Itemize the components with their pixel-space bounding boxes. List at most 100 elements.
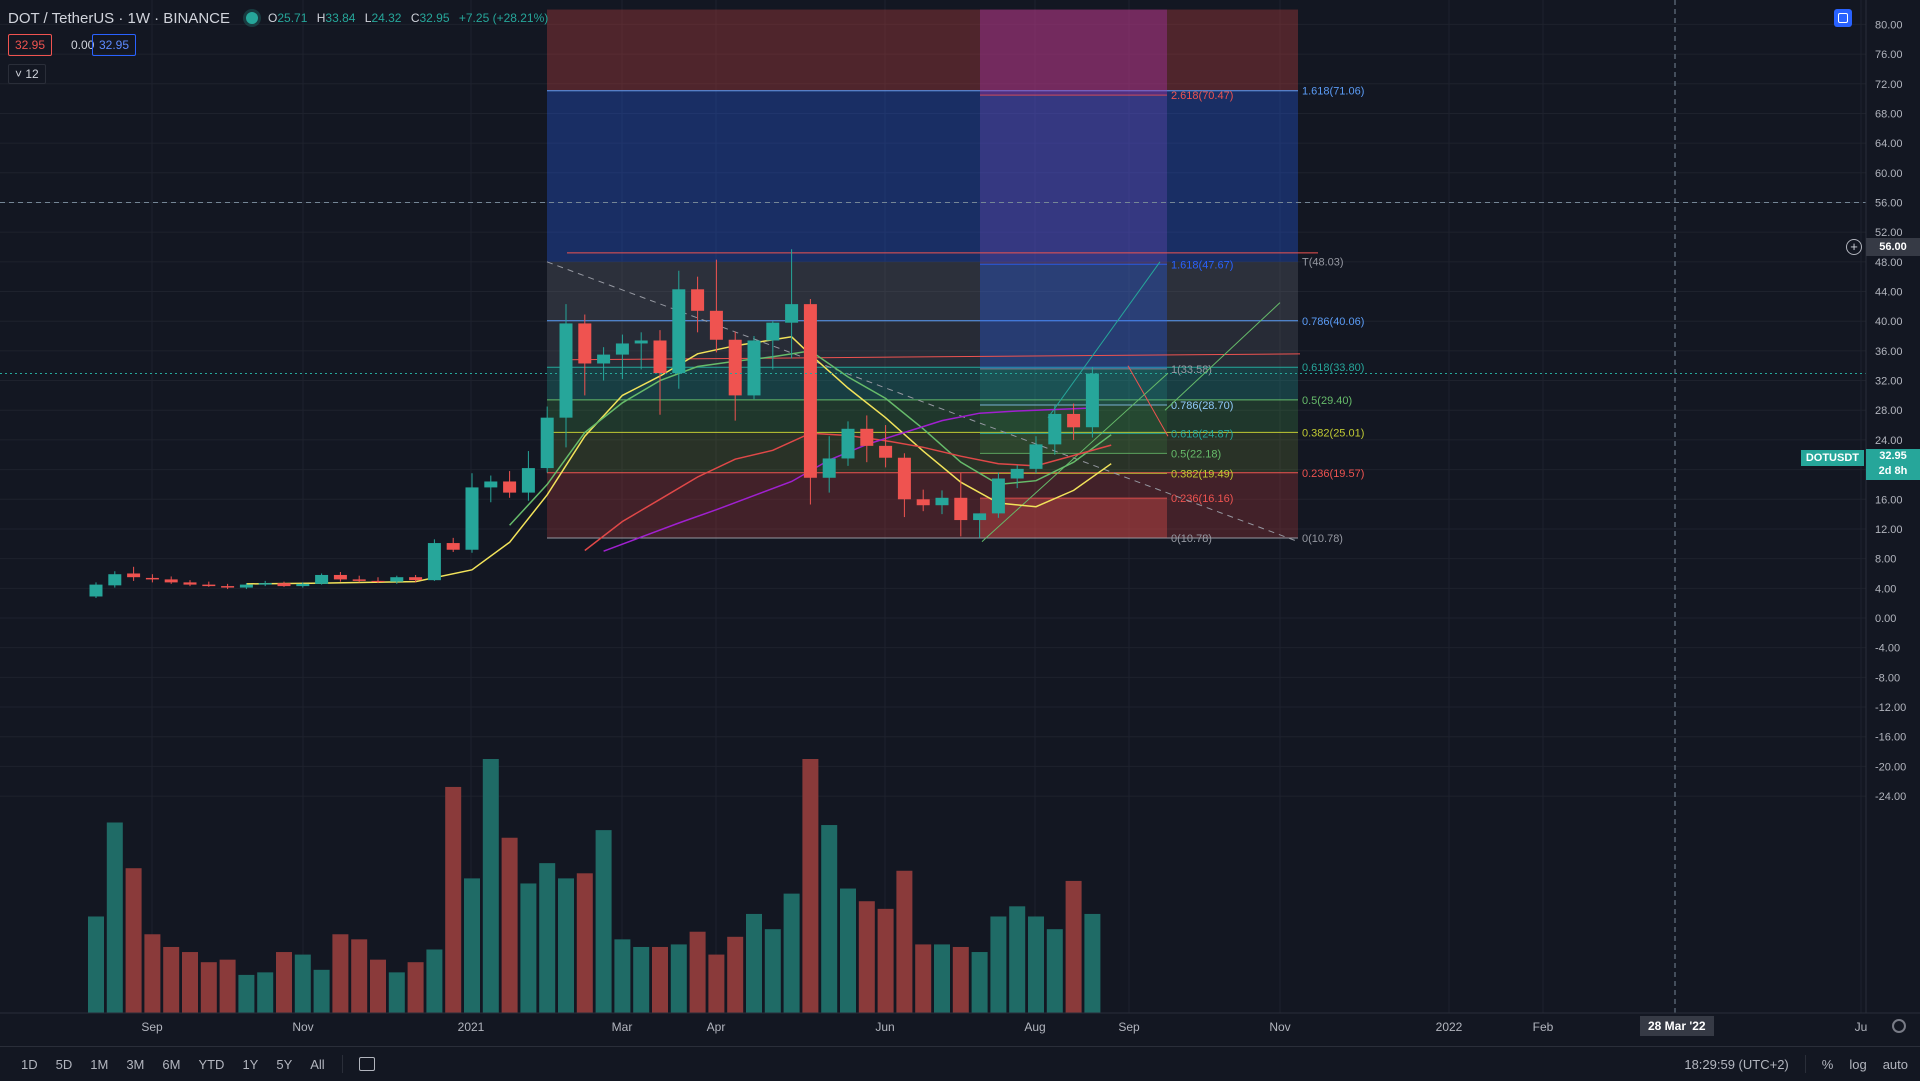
price-tick-label: 28.00 — [1875, 405, 1903, 417]
range-1y[interactable]: 1Y — [242, 1056, 259, 1072]
market-status-icon — [246, 12, 258, 24]
add-alert-icon[interactable]: + — [1846, 239, 1862, 255]
toolbar-divider — [1804, 1055, 1806, 1073]
projection-arrow — [1047, 261, 1161, 418]
volume-bar — [595, 830, 612, 1013]
indicators-toggle[interactable]: ˅ 12 — [8, 64, 46, 84]
candle — [427, 539, 441, 581]
candle — [916, 489, 930, 512]
fib-level-label: 0.236(16.16) — [1171, 493, 1233, 505]
fib-zone — [980, 95, 1167, 265]
volume-bar — [934, 944, 950, 1013]
candle — [897, 453, 911, 518]
time-tick-label: Jun — [875, 1020, 894, 1034]
range-1m[interactable]: 1M — [90, 1056, 109, 1072]
candle — [333, 571, 347, 582]
go-to-date-icon[interactable] — [358, 1057, 375, 1071]
candle-body — [258, 583, 272, 585]
price-tick-label: 8.00 — [1875, 554, 1896, 566]
price-tick-label: 80.00 — [1875, 19, 1903, 31]
fib-zone — [547, 261, 1298, 321]
fib-level-label: 0.618(24.87) — [1171, 428, 1233, 440]
time-tick-label: Apr — [707, 1020, 726, 1034]
price-tick-label: -16.00 — [1875, 732, 1906, 744]
fib-zone — [547, 320, 1298, 368]
candle-body — [371, 580, 385, 582]
time-tick-label: 2021 — [458, 1020, 485, 1034]
toolbar-divider — [341, 1055, 343, 1073]
candle — [860, 415, 874, 463]
candle — [1010, 465, 1024, 489]
sell-price-box[interactable]: 32.95 — [8, 34, 53, 56]
volume-bar — [238, 974, 255, 1013]
candle — [879, 425, 893, 468]
volume-bar — [670, 944, 687, 1013]
candle-body — [465, 487, 479, 550]
time-tick-label: Aug — [1024, 1020, 1045, 1034]
fib-level-label: 0.382(25.01) — [1302, 427, 1364, 439]
time-tick-label: Nov — [292, 1020, 313, 1034]
percent-scale-toggle[interactable]: % — [1821, 1056, 1834, 1072]
settings-gear-icon[interactable] — [1892, 1019, 1906, 1033]
range-all[interactable]: All — [310, 1056, 325, 1072]
candle-body — [803, 304, 817, 478]
fib-level-label: 0.5(29.40) — [1302, 395, 1352, 407]
price-tick-label: 56.00 — [1875, 197, 1903, 209]
volume-bar — [426, 949, 443, 1013]
volume-bar — [276, 952, 292, 1013]
price-tick-label: 76.00 — [1875, 49, 1903, 61]
candle — [559, 304, 573, 448]
candle — [1085, 366, 1099, 438]
symbol-title[interactable]: DOT / TetherUS · 1W · BINANCE — [8, 9, 230, 27]
price-tick-label: 36.00 — [1875, 346, 1903, 358]
price-tick-label: -12.00 — [1875, 702, 1906, 714]
close-value: 32.95 — [419, 11, 450, 25]
price-tick-label: 64.00 — [1875, 138, 1903, 150]
screenshot-icon[interactable] — [1834, 9, 1852, 27]
volume-bar — [88, 916, 104, 1013]
candle — [371, 577, 385, 584]
range-6m[interactable]: 6M — [162, 1056, 181, 1072]
buy-price-box[interactable]: 32.95 — [92, 34, 137, 56]
candle-body — [615, 343, 629, 355]
candle-body — [935, 497, 949, 506]
candle — [258, 580, 272, 587]
candle-body — [1048, 413, 1062, 445]
time-tick-label: Feb — [1533, 1020, 1554, 1034]
volume-bar — [407, 962, 424, 1013]
volume-bar — [501, 837, 518, 1013]
range-1d[interactable]: 1D — [21, 1056, 38, 1072]
price-tick-label: 48.00 — [1875, 257, 1903, 269]
projection-arrow — [1164, 302, 1281, 411]
candle-body — [709, 310, 723, 340]
candle — [803, 298, 817, 505]
channel-line — [981, 372, 1169, 542]
time-tick-label: Ju — [1855, 1020, 1868, 1034]
candle-body — [127, 573, 141, 578]
volume-bar — [125, 868, 142, 1013]
range-5d[interactable]: 5D — [55, 1056, 73, 1072]
projection-arrow — [1127, 365, 1169, 437]
candle-body — [973, 513, 987, 521]
log-scale-toggle[interactable]: log — [1849, 1056, 1867, 1072]
candle — [183, 580, 197, 587]
candle — [766, 321, 780, 370]
fib-zone — [547, 9, 1298, 91]
auto-scale-toggle[interactable]: auto — [1882, 1056, 1908, 1072]
fib-level-label: 0(10.78) — [1302, 533, 1343, 545]
time-tick-label: Sep — [141, 1020, 163, 1034]
range-5y[interactable]: 5Y — [276, 1056, 293, 1072]
candle — [615, 334, 629, 380]
candle-body — [296, 583, 310, 587]
range-3m[interactable]: 3M — [126, 1056, 145, 1072]
candle-body — [634, 340, 648, 344]
range-ytd[interactable]: YTD — [198, 1056, 225, 1072]
time-axis: Sep Nov 2021 Mar Apr Jun Aug Sep Nov 2022 Feb Ju — [0, 1012, 1920, 1034]
clock-readout[interactable]: 18:29:59 (UTC+2) — [1684, 1056, 1789, 1072]
bottom-toolbar: 1D 5D 1M 3M 6M YTD 1Y 5Y All 18:29:59 (U… — [0, 1046, 1920, 1081]
candle-body — [89, 584, 103, 597]
high-value: 33.84 — [325, 11, 356, 25]
candle-body — [484, 481, 498, 488]
volume-bar — [990, 916, 1007, 1013]
